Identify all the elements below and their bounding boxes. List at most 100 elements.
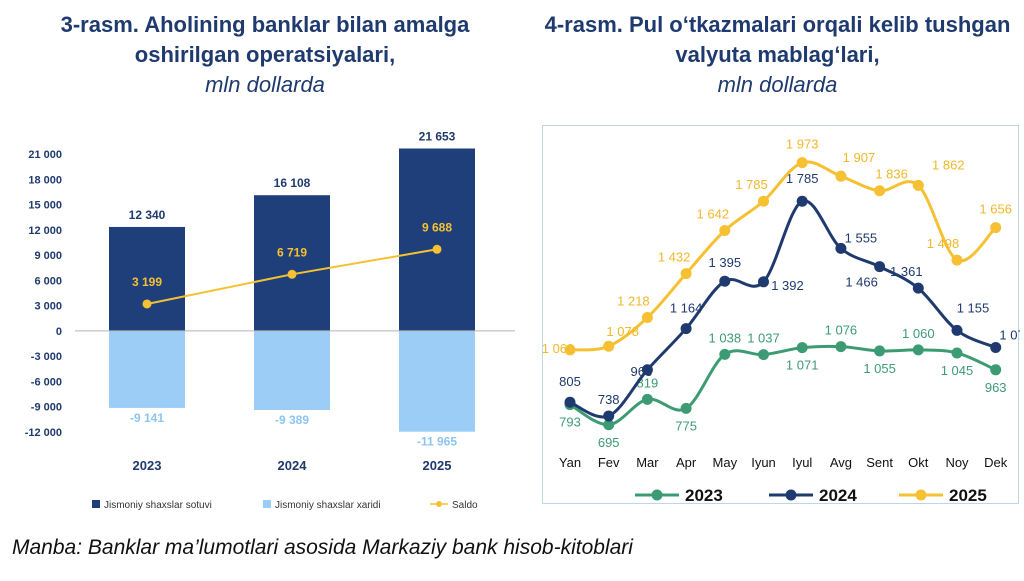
point-2025 [796,157,808,169]
legend-label: 2023 [685,486,723,505]
y-tick-label: 12 000 [28,225,62,237]
chart-frame [542,125,1019,504]
legend-label: Jismoniy shaxslar sotuvi [104,500,212,511]
bar-sales-label: 16 108 [274,176,311,190]
y-tick-label: 21 000 [28,149,62,161]
data-label-2023: 775 [675,418,697,433]
point-2023 [758,349,769,361]
x-tick-label: 2023 [133,458,162,473]
left-chart-title-text: 3-rasm. Aholining banklar bilan amalga o… [60,12,470,67]
point-2025 [835,170,847,182]
data-label-2023: 1 060 [902,326,935,341]
bar-purchases [399,330,475,432]
bar-sales-label: 21 653 [419,129,456,143]
data-label-2025: 1 973 [786,137,819,152]
x-tick-label: Sent [866,455,893,470]
point-2024 [758,276,769,288]
x-tick-label: Mar [636,455,659,470]
y-tick-label: -3 000 [31,351,62,363]
point-2025 [990,222,1002,234]
point-2024 [796,195,808,207]
legend-swatch [263,500,271,508]
point-2023 [835,341,847,353]
point-2024 [912,282,924,294]
y-tick-label: 18 000 [28,174,62,186]
point-2023 [874,345,886,357]
point-2023 [912,344,924,356]
point-2023 [990,364,1002,376]
data-label-2024: 1 155 [957,300,990,315]
data-label-2023: 1 071 [786,358,819,373]
x-tick-label: Iyul [792,455,812,470]
bar-sales [399,148,475,331]
saldo-label: 3 199 [132,275,162,289]
x-tick-label: 2025 [423,458,452,473]
x-tick-label: Iyun [751,455,776,470]
legend-swatch [92,500,100,508]
point-2025 [564,344,576,356]
legend-swatch-dot [651,489,663,501]
data-label-2025: 1 862 [932,157,965,172]
data-label-2023: 1 037 [747,331,780,346]
point-2023 [719,348,731,360]
data-label-2023: 695 [598,435,620,450]
data-label-2025: 1 656 [979,202,1012,217]
bar-purchases-label: -11 965 [417,435,457,449]
legend-label: 2025 [949,486,987,505]
data-label-2024: 1 785 [786,171,819,186]
x-tick-label: Dek [984,455,1008,470]
data-label-2024: 1 361 [890,264,923,279]
x-tick-label: Apr [676,455,697,470]
y-tick-label: 9 000 [34,250,62,262]
data-label-2024: 805 [559,374,581,389]
data-label-2023: 963 [985,380,1007,395]
data-label-2024: 1 164 [670,301,703,316]
data-label-2025: 1 785 [735,177,768,192]
point-2023 [680,402,692,414]
saldo-point [287,269,297,279]
point-2024 [874,261,886,273]
x-tick-label: May [713,455,738,470]
bar-sales [254,195,330,331]
point-2024 [564,396,576,408]
bar-chart: 21 000 18 000 15 000 12 000 9 000 6 000 3 000 0… [25,129,515,511]
point-2025 [912,179,924,191]
data-label-2024: 963 [631,364,653,379]
bar-purchases [109,330,185,408]
legend-swatch-dot [785,489,797,501]
y-tick-label: -12 000 [25,427,62,439]
x-tick-label: Noy [945,455,969,470]
data-label-2024: 1 072 [999,327,1020,342]
point-2024 [719,275,731,287]
saldo-label: 6 719 [277,245,307,259]
bar-sales-label: 12 340 [129,208,166,222]
data-label-2024: 1 395 [709,255,742,270]
data-label-2023: 1 045 [941,363,974,378]
data-label-2023: 1 076 [825,323,858,338]
y-tick-label: -9 000 [31,402,62,414]
point-2025 [719,225,731,237]
legend-label: 2024 [819,486,857,505]
data-label-2023: 1 038 [709,330,742,345]
legend-swatch-dot [915,489,927,501]
point-2025 [680,268,692,280]
data-label-2023: 1 055 [863,361,896,376]
left-chart-unit: mln dollarda [205,72,325,97]
data-label-2024: 738 [598,392,620,407]
bar-sales [109,226,185,331]
point-2024 [680,323,692,335]
x-tick-label: Avg [830,455,852,470]
line-chart: Yan Fev Mar Apr May Iyun Iyul Avg Sent Okt Noy Dek 7… [542,125,1020,505]
data-label-2025: 1 642 [697,207,730,222]
point-2023 [951,347,963,359]
data-label-2025: 1 907 [843,150,876,165]
point-2024 [603,410,615,422]
legend-label: Saldo [452,500,478,511]
saldo-point [432,244,442,254]
bar-purchases-label: -9 141 [130,411,164,425]
data-label-2025: 1 060 [542,341,574,356]
saldo-label: 9 688 [422,220,452,234]
left-chart-title: 3-rasm. Aholining banklar bilan amalga o… [10,10,520,100]
y-tick-label: 3 000 [34,301,62,313]
source-note: Manba: Banklar ma’lumotlari asosida Mark… [12,536,633,559]
